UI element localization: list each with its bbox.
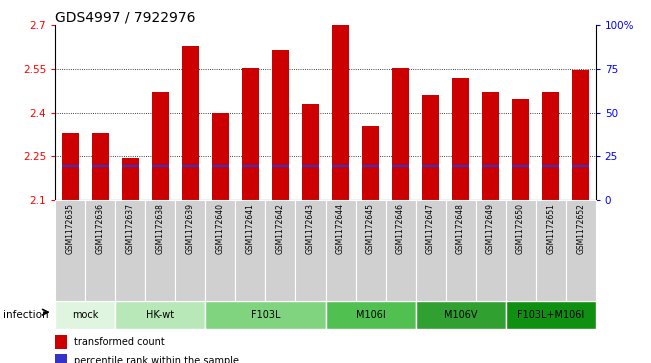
Bar xyxy=(452,78,469,200)
Bar xyxy=(512,165,529,167)
Bar xyxy=(175,200,206,301)
Text: GSM1172640: GSM1172640 xyxy=(216,203,225,254)
Bar xyxy=(152,92,169,200)
Bar xyxy=(415,200,445,301)
Bar xyxy=(85,200,115,301)
Bar xyxy=(542,92,559,200)
Text: GSM1172651: GSM1172651 xyxy=(546,203,555,254)
Bar xyxy=(542,165,559,167)
Text: HK-wt: HK-wt xyxy=(146,310,174,320)
Text: M106I: M106I xyxy=(355,310,385,320)
Bar xyxy=(152,165,169,167)
Text: GSM1172652: GSM1172652 xyxy=(576,203,585,254)
Bar xyxy=(393,68,409,200)
Bar xyxy=(566,200,596,301)
Bar xyxy=(506,200,536,301)
Bar xyxy=(92,133,109,200)
Bar xyxy=(92,165,109,167)
Bar xyxy=(212,165,229,167)
Text: transformed count: transformed count xyxy=(74,337,165,347)
Bar xyxy=(506,301,596,329)
Text: infection: infection xyxy=(3,310,49,320)
Text: GSM1172641: GSM1172641 xyxy=(246,203,255,254)
Text: mock: mock xyxy=(72,310,98,320)
Bar xyxy=(326,200,355,301)
Text: GSM1172636: GSM1172636 xyxy=(96,203,105,254)
Bar xyxy=(62,165,79,167)
Bar xyxy=(55,335,67,349)
Bar xyxy=(393,165,409,167)
Bar xyxy=(355,200,385,301)
Bar xyxy=(55,301,115,329)
Bar xyxy=(122,165,139,167)
Bar xyxy=(212,113,229,200)
Bar xyxy=(242,68,258,200)
Bar xyxy=(266,200,296,301)
Text: GSM1172648: GSM1172648 xyxy=(456,203,465,254)
Text: percentile rank within the sample: percentile rank within the sample xyxy=(74,356,239,363)
Bar xyxy=(296,200,326,301)
Bar xyxy=(145,200,175,301)
Bar xyxy=(236,200,266,301)
Bar xyxy=(206,200,236,301)
Bar xyxy=(272,50,289,200)
Bar xyxy=(482,165,499,167)
Text: GSM1172649: GSM1172649 xyxy=(486,203,495,254)
Bar xyxy=(415,301,506,329)
Bar xyxy=(445,200,476,301)
Bar xyxy=(182,165,199,167)
Bar xyxy=(242,165,258,167)
Bar xyxy=(536,200,566,301)
Bar xyxy=(476,200,506,301)
Text: GSM1172646: GSM1172646 xyxy=(396,203,405,254)
Text: GDS4997 / 7922976: GDS4997 / 7922976 xyxy=(55,10,196,24)
Bar xyxy=(122,158,139,200)
Bar xyxy=(362,126,379,200)
Bar xyxy=(62,133,79,200)
Bar xyxy=(572,70,589,200)
Bar xyxy=(362,165,379,167)
Bar xyxy=(206,301,326,329)
Bar xyxy=(182,46,199,200)
Bar xyxy=(332,165,349,167)
Bar xyxy=(55,354,67,363)
Bar xyxy=(385,200,415,301)
Bar xyxy=(115,200,145,301)
Bar xyxy=(302,165,319,167)
Text: GSM1172643: GSM1172643 xyxy=(306,203,315,254)
Text: GSM1172638: GSM1172638 xyxy=(156,203,165,254)
Text: GSM1172644: GSM1172644 xyxy=(336,203,345,254)
Bar xyxy=(512,99,529,200)
Bar xyxy=(572,165,589,167)
Text: GSM1172647: GSM1172647 xyxy=(426,203,435,254)
Bar xyxy=(326,301,415,329)
Text: GSM1172645: GSM1172645 xyxy=(366,203,375,254)
Bar xyxy=(115,301,206,329)
Text: M106V: M106V xyxy=(444,310,477,320)
Text: GSM1172639: GSM1172639 xyxy=(186,203,195,254)
Bar xyxy=(302,104,319,200)
Bar xyxy=(55,200,85,301)
Bar xyxy=(452,165,469,167)
Bar xyxy=(422,165,439,167)
Bar xyxy=(272,165,289,167)
Bar xyxy=(422,95,439,200)
Text: F103L: F103L xyxy=(251,310,280,320)
Text: F103L+M106I: F103L+M106I xyxy=(517,310,584,320)
Bar xyxy=(332,25,349,200)
Text: GSM1172635: GSM1172635 xyxy=(66,203,75,254)
Text: GSM1172650: GSM1172650 xyxy=(516,203,525,254)
Text: GSM1172642: GSM1172642 xyxy=(276,203,285,254)
Text: GSM1172637: GSM1172637 xyxy=(126,203,135,254)
Bar xyxy=(482,92,499,200)
